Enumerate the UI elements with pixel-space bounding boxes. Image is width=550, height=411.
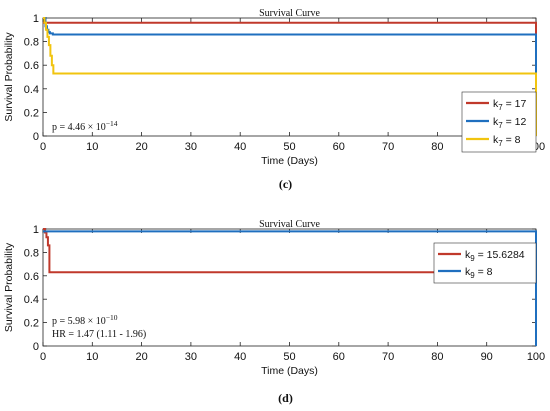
- legend-entry: k7 = 17: [493, 98, 527, 112]
- x-tick-label: 80: [431, 141, 443, 153]
- y-axis-label: Survival Probability: [3, 242, 15, 332]
- x-axis-label: Time (Days): [261, 365, 318, 377]
- y-tick-label: 0.6: [24, 271, 39, 283]
- hazard-ratio-annotation: HR = 1.47 (1.11 - 1.96): [52, 329, 146, 340]
- x-tick-label: 30: [185, 141, 197, 153]
- y-tick-label: 0.2: [24, 107, 39, 119]
- x-tick-label: 40: [234, 141, 246, 153]
- chart-title: Survival Curve: [259, 8, 320, 19]
- y-tick-label: 0.2: [24, 318, 39, 330]
- panel-caption: (c): [279, 177, 292, 191]
- y-tick-label: 0.4: [24, 294, 39, 306]
- x-tick-label: 70: [382, 351, 394, 363]
- y-tick-label: 1: [33, 224, 39, 236]
- x-tick-label: 90: [481, 351, 493, 363]
- y-tick-label: 0.6: [24, 60, 39, 72]
- x-tick-label: 0: [40, 351, 46, 363]
- legend-entry: k9 = 8: [465, 266, 493, 280]
- y-tick-label: 0.8: [24, 247, 39, 259]
- p-value-annotation: p = 4.46 × 10−14: [52, 119, 118, 133]
- chart-title: Survival Curve: [259, 219, 320, 230]
- x-tick-label: 20: [135, 141, 147, 153]
- y-tick-label: 0: [33, 341, 39, 353]
- y-tick-label: 0.4: [24, 84, 39, 96]
- x-tick-label: 80: [431, 351, 443, 363]
- x-tick-label: 60: [333, 351, 345, 363]
- series-line-k9-8: [43, 230, 537, 346]
- x-tick-label: 20: [135, 351, 147, 363]
- legend-entry: k9 = 15.6284: [465, 249, 525, 263]
- legend-entry: k7 = 12: [493, 116, 527, 130]
- y-tick-label: 0: [33, 131, 39, 143]
- x-tick-label: 60: [333, 141, 345, 153]
- series-line-k7-8: [43, 17, 537, 136]
- p-value-annotation: p = 5.98 × 10−10: [52, 313, 118, 327]
- x-tick-label: 0: [40, 141, 46, 153]
- x-tick-label: 30: [185, 351, 197, 363]
- x-axis-label: Time (Days): [261, 155, 318, 167]
- x-tick-label: 70: [382, 141, 394, 153]
- x-tick-label: 100: [527, 351, 545, 363]
- x-tick-label: 50: [283, 351, 295, 363]
- x-tick-label: 40: [234, 351, 246, 363]
- x-tick-label: 50: [283, 141, 295, 153]
- y-tick-label: 0.8: [24, 37, 39, 49]
- legend-box: [433, 242, 537, 284]
- panel-caption: (d): [278, 391, 293, 405]
- survival-chart-2: 0 10 20 30 40 50 60 70 80 90 100 0 0.2 0.4 0.6 0.8 1 Surv…: [3, 219, 545, 405]
- legend-entry: k7 = 8: [493, 134, 521, 148]
- x-tick-label: 10: [86, 141, 98, 153]
- y-tick-label: 1: [33, 13, 39, 25]
- x-tick-label: 10: [86, 351, 98, 363]
- survival-chart-1: 010203040506070809010000.20.40.60.81Surv…: [3, 8, 545, 191]
- y-axis-label: Survival Probability: [3, 32, 15, 122]
